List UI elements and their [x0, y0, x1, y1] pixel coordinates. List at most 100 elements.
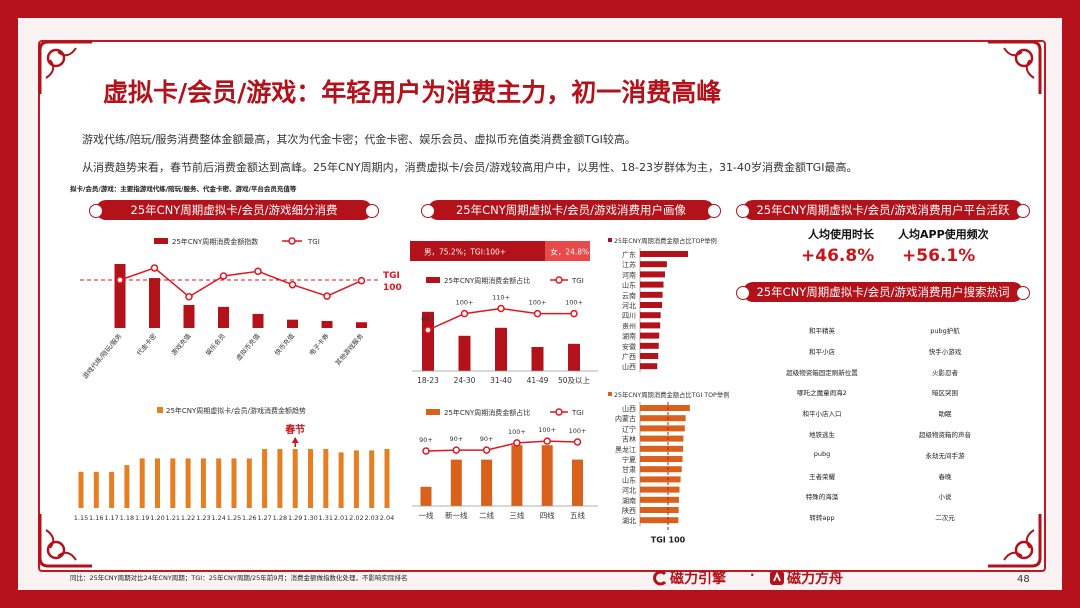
gender-chart: 男，75.2%；TGI:100+ 女，24.8%	[410, 241, 590, 261]
tgi-data-label: 90+	[480, 435, 494, 443]
tgi-data-label: 90+	[449, 435, 463, 443]
tgi-reference-label: TGI	[383, 271, 400, 281]
bar	[218, 306, 229, 328]
corner-ornament-icon	[988, 40, 1042, 94]
category-label: 山东	[622, 281, 636, 290]
bar	[640, 251, 688, 257]
tick-label: 1.30	[303, 514, 317, 522]
bar	[568, 343, 580, 371]
tick-label: 1.31	[319, 514, 333, 522]
bar	[531, 347, 544, 371]
category-label: 贵州	[622, 321, 636, 330]
search-keyword: 小说	[938, 493, 952, 502]
bar	[139, 458, 145, 508]
bar	[458, 335, 471, 371]
tgi-point	[452, 446, 461, 454]
search-keyword: 转转app	[809, 514, 835, 523]
search-keyword: 王者荣耀	[809, 472, 835, 481]
legend-label: TGI	[571, 277, 584, 285]
gender-segment-female	[545, 241, 590, 261]
category-label: 河北	[622, 302, 636, 310]
bar	[384, 449, 390, 508]
legend-label: 25年CNY周期消费金额占比	[444, 276, 530, 285]
magnet-logo-icon	[653, 570, 667, 586]
tick-label: 2.04	[380, 514, 394, 522]
search-keyword: 永劫无间手游	[925, 451, 965, 460]
tgi-data-label: 100+	[529, 299, 547, 307]
tick-label: 快币充值	[272, 331, 296, 357]
tick-label: 2.01	[334, 514, 348, 522]
tgi-line	[425, 440, 578, 452]
bar	[495, 327, 507, 371]
legend-swatch-bar	[157, 407, 163, 413]
bar	[321, 320, 333, 328]
brand-cili-fangzhou: 磁力方舟	[787, 571, 843, 587]
search-keyword: 快手小游戏	[928, 347, 962, 356]
tick-label: 1.29	[288, 514, 302, 522]
tick-label: 1.24	[211, 514, 225, 522]
tgi-point	[422, 447, 430, 455]
bar	[422, 311, 434, 371]
bar	[183, 304, 195, 328]
tgi-data-label: 100+	[569, 427, 587, 435]
search-keyword: 暗区突围	[932, 389, 958, 398]
tgi-point	[150, 264, 159, 272]
tick-label: 1.16	[89, 514, 103, 522]
tgi-point	[323, 292, 331, 300]
category-label: 山西	[622, 362, 636, 371]
tgi-data-label: 100+	[508, 428, 526, 436]
bar	[323, 449, 329, 508]
legend-swatch-bar	[608, 238, 612, 242]
category-label: 安徽	[622, 342, 636, 351]
description-line-1: 游戏代练/陪玩/服务消费整体金额最高，其次为代金卡密；代金卡密、娱乐会员、虚拟币…	[82, 133, 636, 146]
bar	[185, 458, 191, 508]
tgi-point	[482, 446, 491, 454]
tick-label: 1.28	[273, 514, 287, 522]
description-line-2: 从消费趋势来看，春节前后消费金额达到高峰。25年CNY周期内，消费虚拟卡/会员/…	[82, 161, 858, 174]
tick-label: 1.21	[166, 514, 180, 522]
bar	[640, 496, 679, 503]
tick-label: 二线	[479, 510, 494, 520]
tick-label: 1.19	[135, 514, 149, 522]
category-label: 广西	[622, 352, 636, 361]
chart-title: 25年CNY周期消费金额占比TGI TOP举例	[614, 390, 729, 399]
tick-label: 1.20	[150, 514, 164, 522]
keywords-banner: 25年CNY周期虚拟卡/会员/游戏消费用户搜索热词	[736, 282, 1030, 302]
bar	[640, 466, 682, 473]
tick-label: 三线	[509, 510, 524, 520]
bar	[640, 425, 685, 432]
bar	[640, 445, 684, 452]
legend-label: 25年CNY周期虚拟卡/会员/游戏消费金额趋势	[166, 406, 306, 415]
brand-separator: ·	[750, 568, 755, 582]
bar	[640, 261, 667, 268]
bar	[511, 445, 523, 506]
category-label: 河南	[622, 270, 636, 279]
search-keyword: 超级物资箱的声音	[919, 431, 971, 439]
legend-swatch-bar	[608, 392, 612, 396]
legend-label: 25年CNY周期消费金额占比	[444, 408, 530, 417]
bar	[640, 342, 659, 349]
legend-swatch-bar	[154, 238, 168, 244]
tick-label: 电子卡券	[307, 331, 331, 357]
bar	[155, 458, 160, 508]
gender-label-female: 女，24.8%	[550, 247, 589, 257]
tick-label: 1.22	[181, 514, 195, 522]
tgi-point	[573, 438, 582, 446]
tick-label: 游戏充值	[169, 331, 193, 357]
tick-label: 1.25	[227, 514, 241, 522]
search-keyword: 二次元	[935, 514, 955, 523]
tick-label: 31-40	[490, 376, 512, 385]
tick-label: 1.15	[74, 514, 88, 522]
category-label: 江苏	[622, 260, 636, 269]
province-share-chart: 25年CNY周期消费金额占比TOP举例广东江苏河南山东云南河北四川贵州湖南安徽广…	[608, 236, 717, 373]
activity-banner: 25年CNY周期虚拟卡/会员/游戏消费用户平台活跃	[736, 200, 1030, 220]
bar	[200, 458, 206, 508]
bar	[640, 332, 660, 339]
category-note: 拟卡/会员/游戏：主要指游戏代练/陪玩/服务、代金卡密、游戏/平台会员充值等	[70, 185, 297, 193]
category-label: 山西	[622, 404, 636, 413]
stat-value-duration: +46.8%	[801, 246, 875, 266]
legend-label: TGI	[307, 238, 320, 246]
search-keyword: 特殊的海藻	[805, 493, 839, 502]
bar	[78, 471, 84, 508]
